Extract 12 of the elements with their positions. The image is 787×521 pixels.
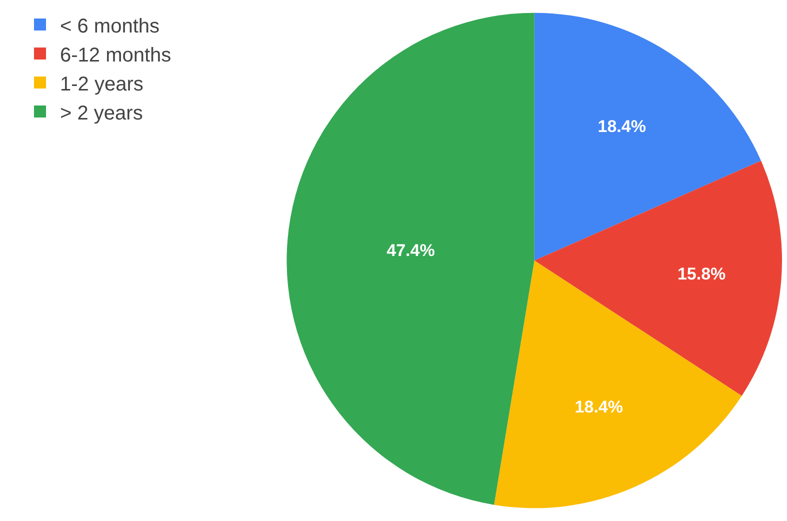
pie-slice [534,12,762,260]
data-label: 15.8% [677,264,726,284]
legend-label: 1-2 years [60,73,144,96]
pie-slice [494,260,742,508]
data-label: 18.4% [574,398,623,417]
data-label: 18.4% [598,116,646,136]
legend-label: 6-12 months [60,44,172,66]
data-label: 47.4% [386,240,435,260]
pie-slice [286,12,534,505]
legend-label: < 6 months [60,15,160,38]
legend-label: > 2 years [60,102,143,124]
pie-slice [534,160,782,396]
